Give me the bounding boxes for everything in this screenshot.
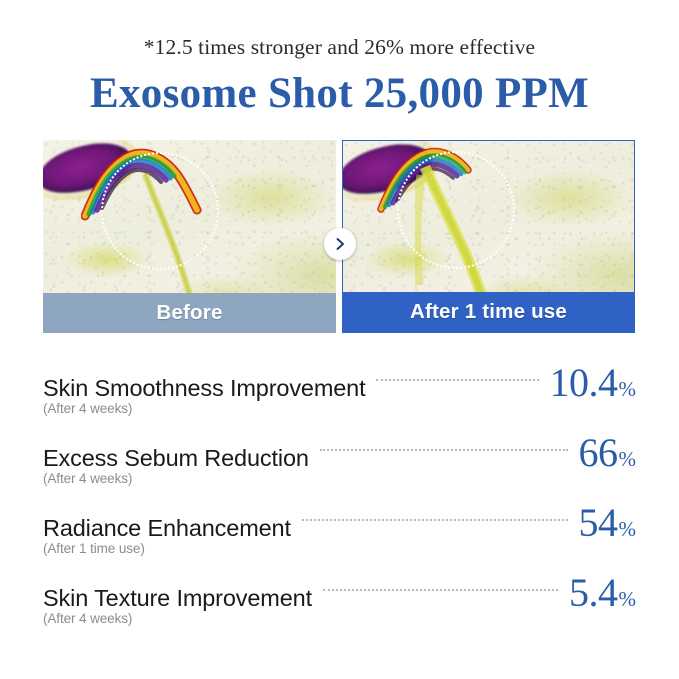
stat-value: 66 % <box>579 433 637 473</box>
stat-main-line: Radiance Enhancement 54 % <box>43 503 636 543</box>
tagline: *12.5 times stronger and 26% more effect… <box>143 35 536 59</box>
stat-percent-sign: % <box>618 587 637 611</box>
stat-row: Skin Smoothness Improvement 10.4 % (Afte… <box>43 363 636 433</box>
stat-value: 5.4 % <box>569 573 636 613</box>
after-highlight-circle <box>397 151 515 269</box>
next-arrow-button[interactable] <box>323 228 356 260</box>
leader-dots <box>319 448 568 451</box>
stat-label: Radiance Enhancement <box>43 515 291 541</box>
stat-main-line: Excess Sebum Reduction 66 % <box>43 433 636 473</box>
stat-number: 10.4 <box>549 360 619 405</box>
stat-sublabel: (After 4 weeks) <box>43 611 133 626</box>
stat-value: 10.4 % <box>550 363 637 403</box>
stat-row: Radiance Enhancement 54 % (After 1 time … <box>43 503 636 573</box>
leader-dots <box>322 588 558 591</box>
stat-label: Excess Sebum Reduction <box>43 445 309 471</box>
before-after-comparison: Before <box>43 140 636 333</box>
stat-percent-sign: % <box>618 517 637 541</box>
header: *12.5 times stronger and 26% more effect… <box>0 0 679 118</box>
stat-number: 66 <box>578 430 619 475</box>
stats-list: Skin Smoothness Improvement 10.4 % (Afte… <box>43 363 636 643</box>
before-highlight-circle <box>101 152 219 270</box>
before-caption: Before <box>43 293 336 333</box>
before-panel: Before <box>43 140 336 333</box>
stat-main-line: Skin Texture Improvement 5.4 % <box>43 573 636 613</box>
stat-value: 54 % <box>579 503 637 543</box>
stat-label: Skin Smoothness Improvement <box>43 375 366 401</box>
leader-dots <box>301 518 568 521</box>
chevron-right-icon <box>332 236 348 252</box>
after-caption: After 1 time use <box>343 292 634 332</box>
stat-sublabel: (After 4 weeks) <box>43 401 133 416</box>
stat-sublabel: (After 1 time use) <box>43 541 145 556</box>
after-panel: After 1 time use <box>342 140 635 333</box>
stat-percent-sign: % <box>618 447 637 471</box>
stat-row: Excess Sebum Reduction 66 % (After 4 wee… <box>43 433 636 503</box>
stat-main-line: Skin Smoothness Improvement 10.4 % <box>43 363 636 403</box>
stat-sublabel: (After 4 weeks) <box>43 471 133 486</box>
page-title: Exosome Shot 25,000 PPM <box>90 69 589 117</box>
leader-dots <box>376 378 539 381</box>
stat-row: Skin Texture Improvement 5.4 % (After 4 … <box>43 573 636 643</box>
before-skin-micrograph <box>43 140 336 333</box>
stat-number: 5.4 <box>569 570 618 615</box>
stat-percent-sign: % <box>618 377 637 401</box>
stat-label: Skin Texture Improvement <box>43 585 312 611</box>
stat-number: 54 <box>578 500 619 545</box>
